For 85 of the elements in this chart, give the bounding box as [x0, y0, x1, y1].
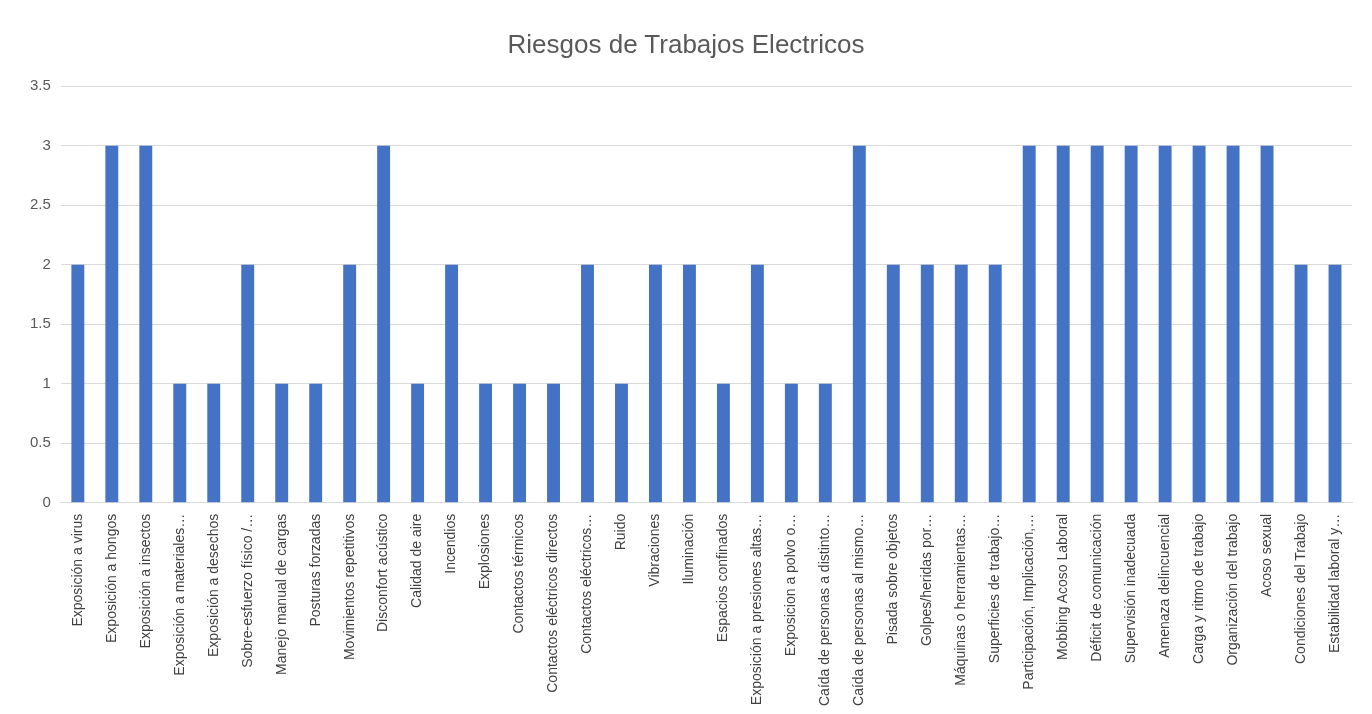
x-tick-label: Explosiones [476, 513, 493, 590]
bar [309, 383, 323, 503]
x-tick-label: Caída de personas a distinto… [816, 513, 833, 707]
x-tick-label: Organización del trabajo [1223, 513, 1240, 666]
x-tick-label: Exposición a materiales… [170, 513, 187, 676]
x-tick-label: Ruido [612, 513, 629, 551]
bar [1260, 145, 1274, 503]
x-tick-label: Contactos eléctricos… [578, 513, 595, 654]
x-tick-label: Vibraciones [646, 513, 663, 587]
x-tick-label: Sobre-esfuerzo físico /… [238, 513, 255, 668]
bar [105, 145, 119, 503]
y-tick-label: 2.5 [29, 195, 51, 213]
x-tick-label: Exposición a virus [68, 513, 85, 627]
bar [411, 383, 425, 503]
bar [479, 383, 493, 503]
x-tick-label: Incendios [442, 513, 459, 574]
bar [682, 264, 696, 503]
x-tick-label: Condiciones del Trabajo [1291, 513, 1308, 664]
y-tick-label: 0 [42, 492, 51, 510]
bar [1158, 145, 1172, 503]
bar [1022, 145, 1036, 503]
bar [1226, 145, 1240, 503]
y-tick-label: 3 [42, 135, 51, 153]
bar [173, 383, 187, 503]
x-tick-label: Calidad de aire [408, 513, 425, 608]
x-tick-label: Espacios confinados [714, 513, 731, 643]
x-tick-label: Carga y ritmo de trabajo [1189, 513, 1206, 664]
bar [954, 264, 968, 503]
bar [1056, 145, 1070, 503]
x-tick-label: Estabilidad laboral y… [1325, 513, 1342, 654]
bar [343, 264, 357, 503]
x-tick-label: Mobbing Acoso Laboral [1054, 513, 1071, 661]
x-tick-label: Exposicion a polvo o… [782, 513, 799, 657]
x-tick-label: Exposición a insectos [136, 513, 153, 649]
bar [241, 264, 255, 503]
bar [377, 145, 391, 503]
x-tick-label: Caída de personas al mismo… [850, 513, 867, 706]
bar [750, 264, 764, 503]
bar [1124, 145, 1138, 503]
x-tick-label: Acoso sexual [1257, 513, 1274, 598]
bar [581, 264, 594, 503]
bar [649, 264, 662, 503]
x-tick-label: Exposición a hongos [102, 513, 119, 643]
bar [275, 383, 289, 503]
x-tick-label: Contactos térmicos [510, 513, 527, 634]
x-tick-label: Supervisión inadecuada [1122, 513, 1139, 664]
x-tick-label: Movimientos repetitivos [340, 513, 357, 661]
x-tick-label: Participación, Implicación,… [1020, 513, 1037, 690]
bar [818, 383, 832, 503]
bar [1328, 264, 1342, 503]
x-tick-label: Pisada sobre objetos [884, 513, 901, 645]
x-tick-label: Máquinas o herramientas… [952, 513, 969, 686]
bar [920, 264, 934, 503]
bar [886, 264, 900, 503]
bar [615, 383, 628, 503]
x-tick-label: Posturas forzadas [306, 513, 323, 627]
x-tick-label: Exposición a desechos [204, 513, 221, 657]
x-tick-label: Déficit de comunicación [1088, 513, 1105, 662]
x-tick-label: Golpes/heridas por… [918, 513, 935, 647]
bar [139, 145, 153, 503]
x-tick-label: Amenaza delincuencial [1155, 513, 1172, 658]
bar [207, 383, 221, 503]
bar [547, 383, 560, 503]
bar [71, 264, 85, 503]
bar [1192, 145, 1206, 503]
y-tick-label: 1 [42, 373, 51, 391]
bar [716, 383, 730, 503]
bar [445, 264, 459, 503]
y-tick-label: 1.5 [29, 314, 51, 332]
bar [1090, 145, 1104, 503]
bar [1294, 264, 1308, 503]
bar [784, 383, 798, 503]
y-tick-label: 0.5 [29, 433, 51, 451]
bar [513, 383, 527, 503]
y-tick-label: 2 [42, 254, 51, 272]
x-tick-label: Exposición a presiones altas… [748, 513, 765, 706]
x-tick-label: Manejo manual de cargas [272, 513, 289, 675]
chart-title: Riesgos de Trabajos Electricos [507, 28, 865, 59]
x-tick-label: Disconfort acústico [374, 513, 391, 633]
y-tick-label: 3.5 [29, 76, 51, 94]
x-tick-label: Superficies de trabajo… [986, 513, 1003, 664]
x-tick-label: Iluminación [680, 513, 697, 585]
bar [988, 264, 1002, 503]
x-tick-label: Contactos eléctricos directos [544, 513, 561, 693]
bar [852, 145, 866, 503]
